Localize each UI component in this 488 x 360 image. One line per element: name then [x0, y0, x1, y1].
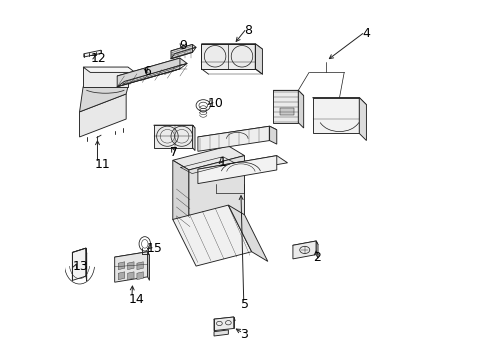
Polygon shape	[80, 87, 128, 112]
Polygon shape	[214, 330, 228, 336]
Polygon shape	[280, 108, 293, 116]
Text: 4: 4	[362, 27, 369, 40]
Text: 7: 7	[169, 145, 178, 158]
Polygon shape	[228, 205, 267, 261]
Polygon shape	[83, 50, 101, 57]
Polygon shape	[118, 262, 124, 270]
Polygon shape	[172, 146, 244, 170]
Polygon shape	[117, 58, 187, 81]
Polygon shape	[201, 44, 262, 49]
Text: 10: 10	[207, 98, 224, 111]
Text: 6: 6	[143, 65, 151, 78]
Polygon shape	[192, 125, 195, 150]
Polygon shape	[172, 160, 188, 229]
Polygon shape	[153, 125, 195, 128]
Text: 14: 14	[129, 293, 144, 306]
Polygon shape	[198, 156, 287, 176]
Polygon shape	[72, 248, 86, 280]
Polygon shape	[171, 44, 196, 54]
Polygon shape	[153, 125, 192, 148]
Text: 3: 3	[240, 328, 247, 341]
Polygon shape	[137, 262, 143, 270]
Text: 9: 9	[179, 39, 187, 52]
Polygon shape	[198, 126, 269, 151]
Polygon shape	[147, 252, 149, 280]
Polygon shape	[80, 94, 126, 137]
Polygon shape	[214, 317, 235, 323]
Polygon shape	[214, 317, 233, 330]
Polygon shape	[201, 44, 255, 69]
Polygon shape	[312, 98, 359, 134]
Polygon shape	[269, 126, 276, 144]
Polygon shape	[72, 248, 86, 258]
Polygon shape	[359, 98, 366, 140]
Polygon shape	[172, 205, 251, 266]
Text: 12: 12	[91, 51, 106, 64]
Text: 8: 8	[244, 24, 251, 37]
Polygon shape	[273, 90, 303, 96]
Polygon shape	[127, 262, 134, 270]
Polygon shape	[115, 252, 149, 261]
Polygon shape	[255, 44, 262, 74]
Text: 13: 13	[73, 260, 89, 273]
Text: 15: 15	[147, 242, 163, 255]
Polygon shape	[127, 272, 134, 280]
Polygon shape	[312, 98, 366, 105]
Polygon shape	[188, 156, 244, 229]
Polygon shape	[137, 272, 143, 280]
Text: 5: 5	[241, 298, 248, 311]
Polygon shape	[83, 67, 128, 87]
Text: 2: 2	[313, 251, 321, 264]
Polygon shape	[292, 241, 317, 249]
Polygon shape	[316, 241, 317, 258]
Polygon shape	[292, 241, 316, 259]
Polygon shape	[198, 126, 276, 140]
Polygon shape	[83, 67, 135, 72]
Polygon shape	[298, 90, 303, 128]
Polygon shape	[273, 90, 298, 123]
Polygon shape	[118, 272, 124, 280]
Polygon shape	[115, 252, 147, 282]
Polygon shape	[171, 44, 192, 59]
Text: 11: 11	[94, 158, 110, 171]
Polygon shape	[198, 156, 276, 184]
Polygon shape	[117, 58, 180, 87]
Text: 1: 1	[218, 156, 226, 169]
